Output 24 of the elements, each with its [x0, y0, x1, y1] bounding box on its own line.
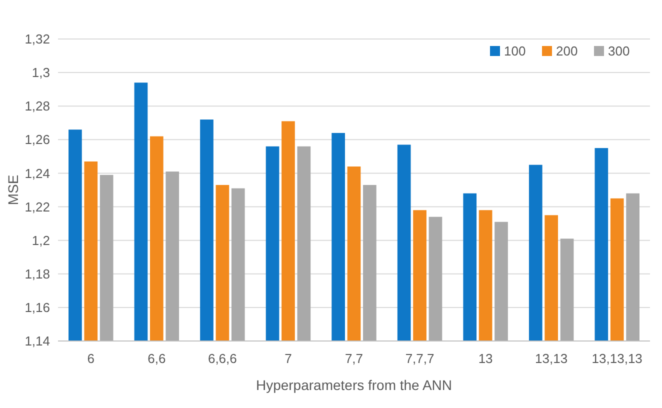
y-tick-label: 1,22 — [24, 199, 50, 214]
legend-label: 300 — [608, 44, 630, 59]
y-tick-label: 1,3 — [32, 65, 50, 80]
x-tick-label: 6,6 — [148, 351, 166, 366]
y-tick-label: 1,18 — [24, 266, 50, 282]
x-tick-label: 13,13 — [535, 351, 568, 366]
y-tick-label: 1,32 — [24, 32, 50, 47]
x-axis-title: Hyperparameters from the ANN — [256, 377, 452, 393]
x-tick-label: 7 — [284, 351, 292, 366]
x-tick-label: 6,6,6 — [208, 351, 237, 366]
y-axis-title: MSE — [5, 174, 21, 206]
y-tick-label: 1,2 — [32, 232, 50, 248]
y-tick-label: 1,26 — [24, 132, 50, 148]
x-tick-label: 13,13,13 — [592, 351, 642, 366]
y-tick-label: 1,16 — [24, 300, 50, 315]
y-tick-label: 1,24 — [24, 166, 50, 181]
x-tick-label: 13 — [478, 351, 493, 366]
y-tick-label: 1,28 — [24, 98, 50, 114]
x-tick-label: 7,7,7 — [405, 351, 434, 366]
x-tick-label: 6 — [87, 351, 95, 366]
legend-label: 200 — [556, 44, 578, 59]
legend-label: 100 — [504, 44, 526, 59]
x-tick-label: 7,7 — [344, 351, 364, 366]
y-tick-label: 1,14 — [24, 334, 50, 349]
